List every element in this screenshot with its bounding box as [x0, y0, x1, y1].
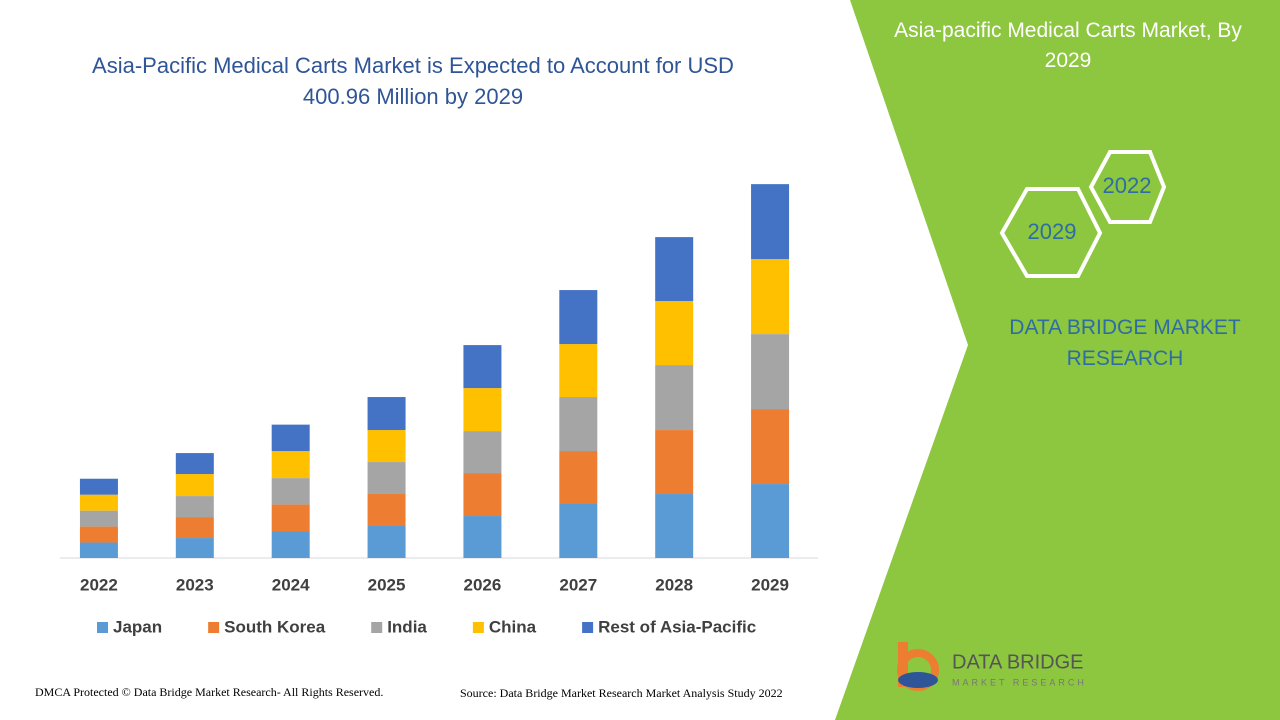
bar-segment [79, 526, 118, 543]
bar-segment [559, 290, 598, 345]
legend-label: China [489, 617, 537, 636]
hex-label: 2029 [1028, 219, 1077, 244]
bar-segment [271, 531, 310, 558]
legend-label: Rest of Asia-Pacific [598, 617, 756, 636]
bar-segment [79, 494, 118, 511]
bar-segment [463, 388, 502, 432]
hex-label: 2022 [1103, 173, 1152, 198]
bar-segment [463, 345, 502, 389]
bar-segment [559, 397, 598, 452]
bar-segment [175, 474, 214, 497]
bar-segment [79, 478, 118, 495]
bar-segment [175, 453, 214, 475]
x-tick-label: 2026 [464, 575, 502, 594]
hexagon [999, 187, 1103, 278]
bar-segment [271, 504, 310, 532]
bar-segment [751, 334, 790, 410]
bar-segment [367, 526, 406, 558]
x-tick-label: 2023 [176, 575, 214, 594]
bar-segment [367, 494, 406, 527]
bar-segment [655, 365, 694, 431]
bar-segment [751, 409, 790, 485]
x-tick-label: 2025 [368, 575, 406, 594]
legend-swatch [97, 622, 108, 633]
bar-segment [463, 516, 502, 558]
bar-segment [175, 538, 214, 558]
x-tick-label: 2029 [751, 575, 789, 594]
bar-segment [559, 344, 598, 398]
footer-source: Source: Data Bridge Market Research Mark… [460, 686, 783, 700]
bar-segment [559, 451, 598, 505]
logo-name: DATA BRIDGE [952, 651, 1084, 673]
brand: DATA BRIDGE MARKET RESEARCH [1009, 316, 1241, 370]
bar-segment [559, 504, 598, 558]
bar-segment [175, 496, 214, 518]
bar-segment [271, 424, 310, 452]
chart-title: Asia-Pacific Medical Carts Market is Exp… [92, 53, 734, 109]
bar-segment [367, 397, 406, 431]
bar-segment [751, 184, 790, 260]
bar-segment [655, 237, 694, 302]
sidebar-bg [835, 0, 1280, 720]
bar-segment [655, 494, 694, 558]
bar-segment [655, 301, 694, 366]
legend-swatch [208, 622, 220, 633]
x-tick-label: 2022 [80, 575, 118, 594]
footer-rights: DMCA Protected © Data Bridge Market Rese… [35, 685, 383, 699]
logo-icon [897, 642, 939, 691]
bar-segment [367, 462, 406, 495]
x-tick-label: 2028 [655, 575, 693, 594]
x-tick-label: 2027 [559, 575, 597, 594]
legend-label: Japan [113, 617, 162, 636]
bar-segment [367, 430, 406, 463]
bar-segment [79, 510, 118, 527]
bar-segment [271, 451, 310, 479]
bar-segment [79, 542, 118, 558]
legend-swatch [582, 622, 594, 633]
legend-label: South Korea [224, 617, 326, 636]
bar-segment [751, 259, 790, 335]
bar-segment [463, 431, 502, 474]
legend-swatch [371, 622, 383, 633]
hexagon [1088, 150, 1167, 224]
logo-swoosh [898, 672, 938, 688]
legend-label: India [387, 617, 427, 636]
bar-segment [655, 430, 694, 495]
bar-segment [271, 478, 310, 505]
bar-segment [175, 517, 214, 539]
logo-tagline: MARKET RESEARCH [952, 677, 1087, 687]
sidebar-title: Asia-pacific Medical Carts Market, By 20… [894, 19, 1242, 72]
x-tick-label: 2024 [272, 575, 310, 594]
legend-swatch [472, 622, 484, 633]
bar-segment [463, 473, 502, 517]
bar-segment [751, 484, 790, 558]
